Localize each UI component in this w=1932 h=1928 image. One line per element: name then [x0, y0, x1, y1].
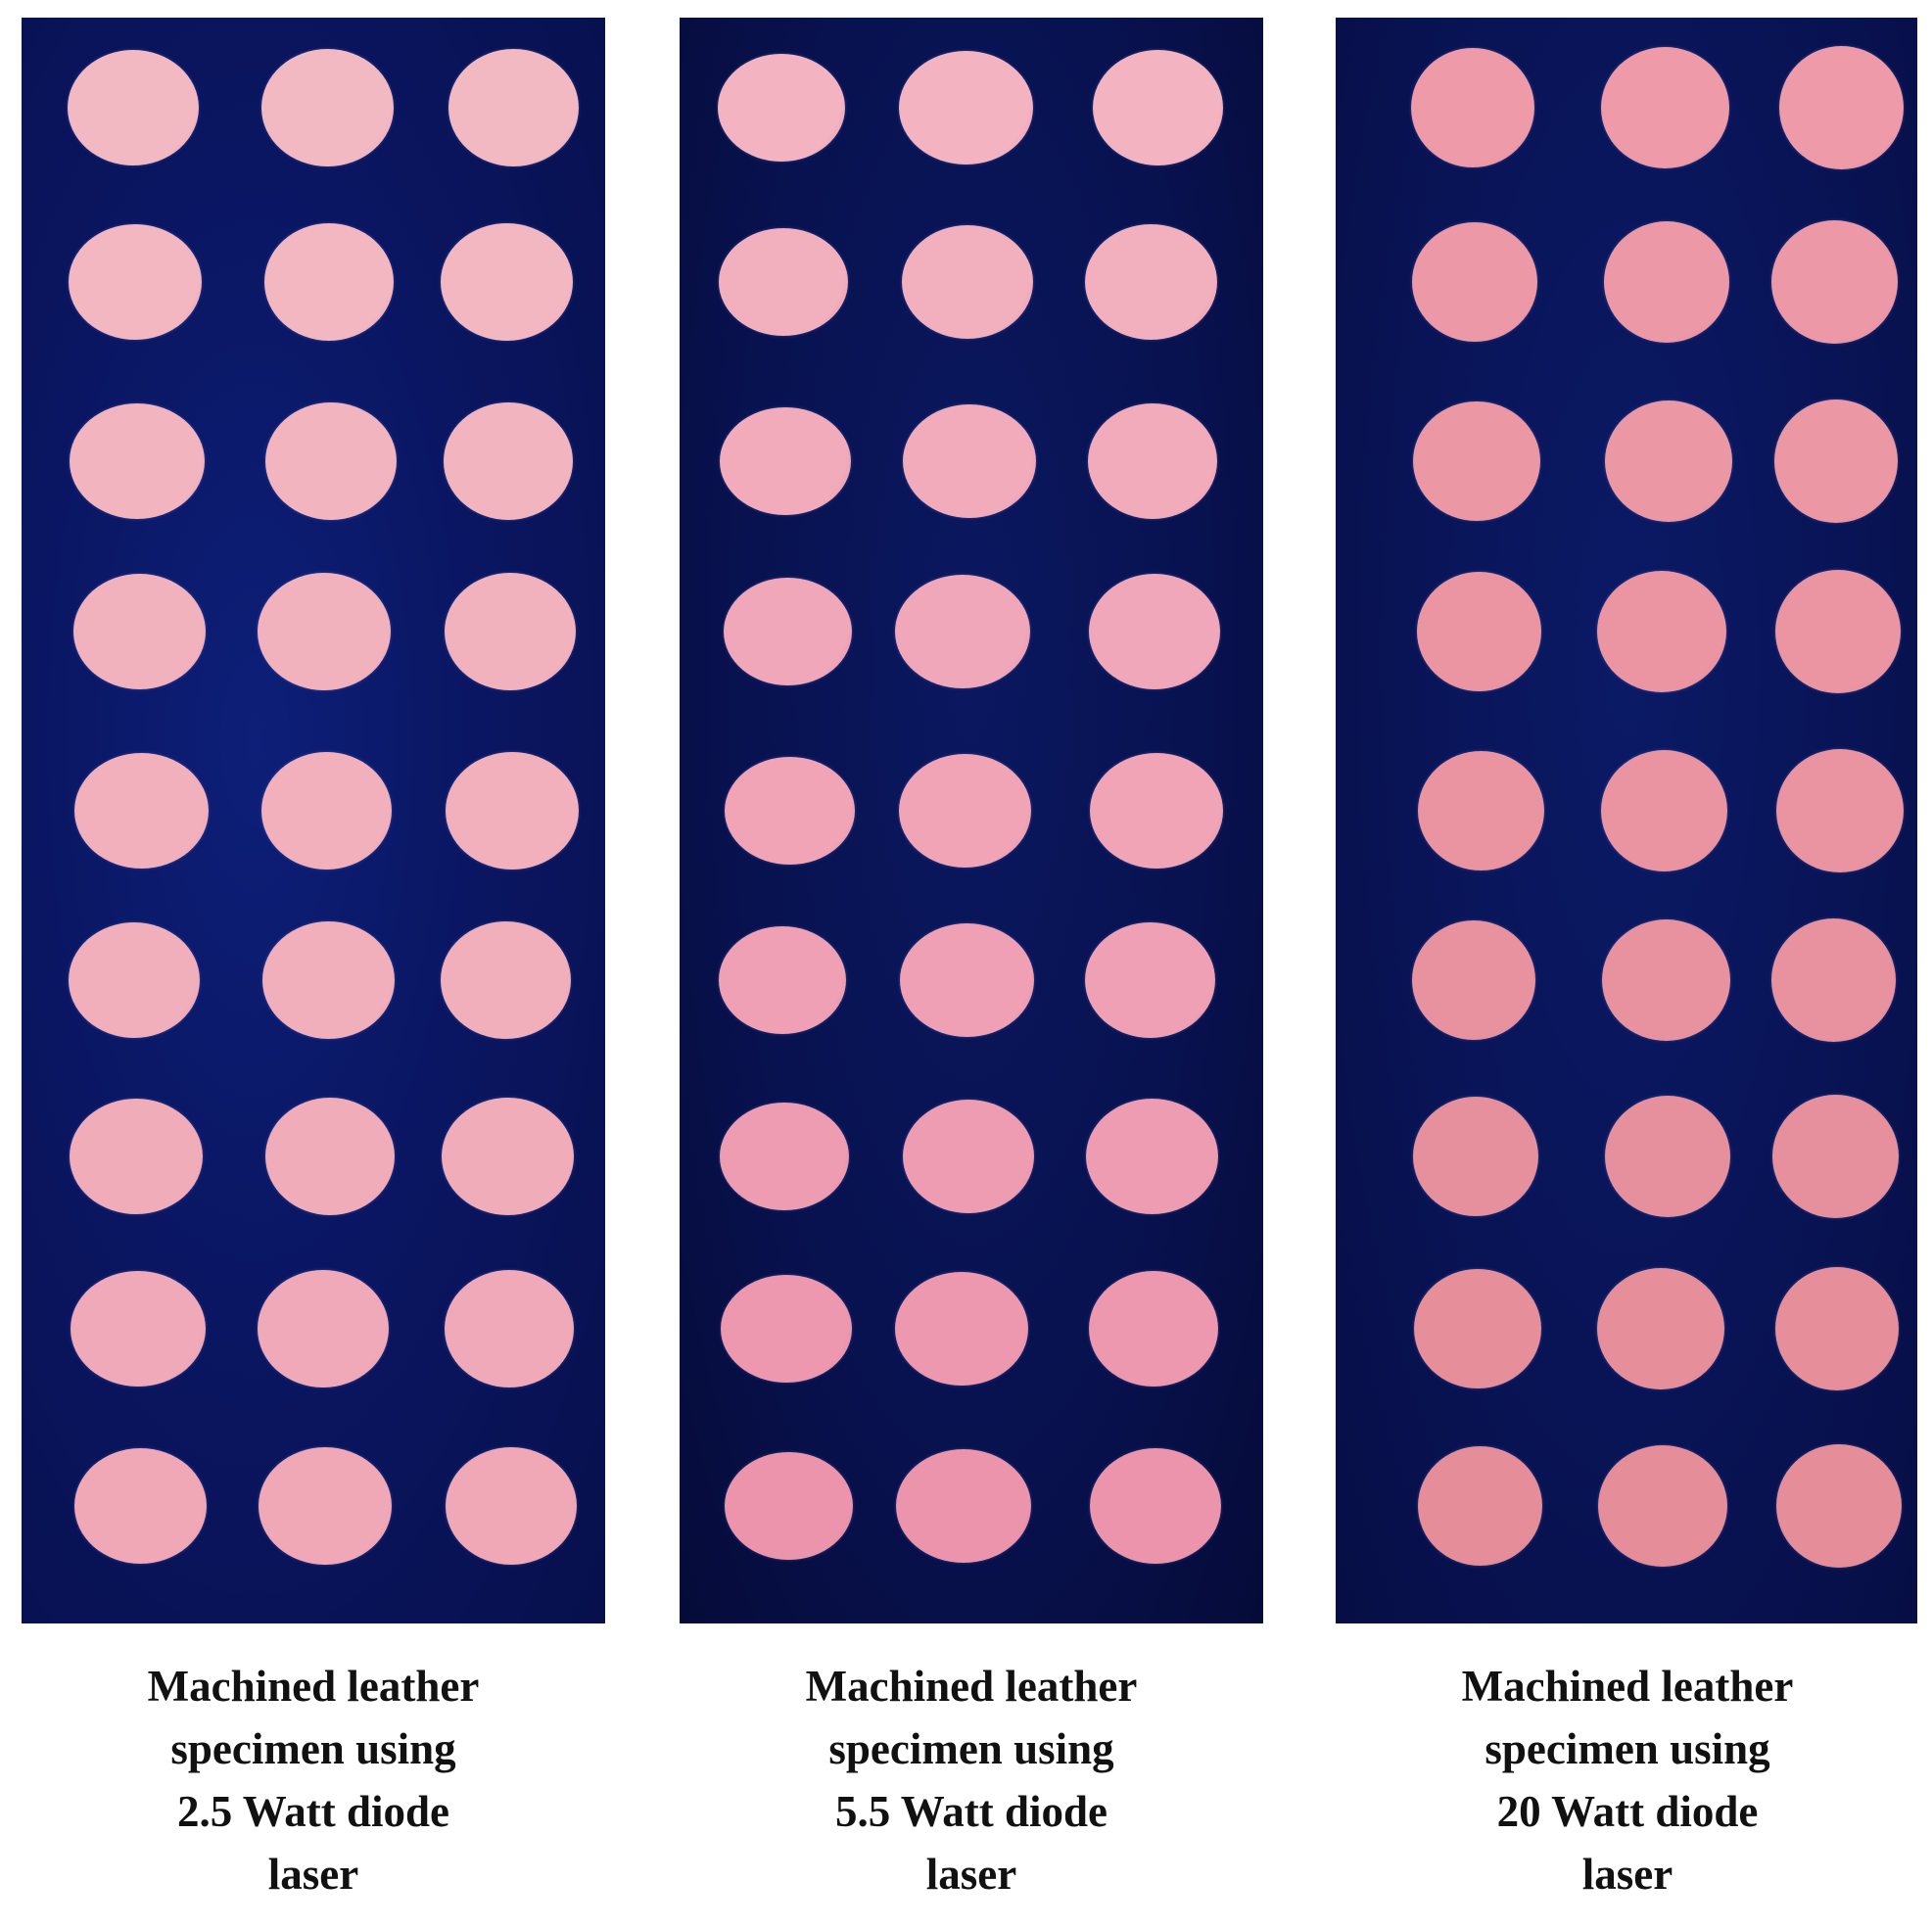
specimen-panel-2-5w — [22, 18, 605, 1623]
leather-specimen-disc — [1597, 1268, 1724, 1389]
leather-specimen-disc — [895, 575, 1030, 688]
leather-specimen-disc — [69, 922, 200, 1038]
leather-specimen-disc — [902, 225, 1033, 339]
leather-specimen-disc — [446, 752, 579, 870]
caption-line: specimen using — [1484, 1724, 1770, 1773]
leather-specimen-disc — [1775, 1267, 1899, 1390]
leather-specimen-disc — [1601, 919, 1730, 1041]
leather-specimen-disc — [903, 404, 1036, 518]
leather-specimen-disc — [723, 578, 852, 685]
leather-specimen-disc — [260, 49, 394, 166]
leather-specimen-disc — [721, 1275, 852, 1383]
leather-specimen-disc — [1084, 224, 1217, 340]
leather-specimen-disc — [1085, 1099, 1218, 1214]
leather-specimen-disc — [440, 223, 573, 341]
leather-specimen-disc — [1416, 572, 1541, 691]
leather-specimen-disc — [1090, 1448, 1221, 1564]
leather-specimen-disc — [445, 573, 576, 690]
caption-line: Machined leather — [147, 1662, 480, 1711]
leather-specimen-disc — [69, 224, 202, 340]
caption-line: laser — [925, 1850, 1017, 1899]
caption-line: specimen using — [170, 1724, 456, 1773]
leather-specimen-disc — [258, 573, 391, 690]
leather-specimen-disc — [258, 1270, 389, 1387]
leather-specimen-disc — [896, 1449, 1031, 1563]
leather-specimen-disc — [895, 1272, 1028, 1386]
leather-specimen-disc — [73, 1448, 207, 1564]
leather-specimen-disc — [1600, 47, 1729, 168]
leather-specimen-disc — [1774, 400, 1898, 523]
leather-specimen-disc — [260, 752, 392, 870]
leather-specimen-disc — [448, 49, 579, 166]
leather-specimen-disc — [903, 1100, 1034, 1213]
leather-specimen-disc — [898, 754, 1031, 868]
leather-specimen-disc — [70, 1099, 203, 1214]
leather-specimen-disc — [441, 1098, 574, 1215]
leather-specimen-disc — [1600, 750, 1727, 871]
leather-specimen-disc — [1598, 1445, 1727, 1567]
leather-specimen-disc — [898, 51, 1033, 165]
leather-specimen-disc — [70, 403, 205, 519]
leather-specimen-disc — [1411, 48, 1534, 167]
leather-specimen-disc — [1088, 403, 1217, 519]
leather-specimen-disc — [1412, 222, 1537, 342]
leather-specimen-disc — [1604, 221, 1729, 343]
leather-specimen-disc — [1092, 50, 1223, 165]
leather-specimen-disc — [440, 921, 571, 1039]
leather-specimen-disc — [720, 407, 851, 515]
leather-specimen-disc — [1417, 1446, 1542, 1566]
caption-line: laser — [1581, 1850, 1673, 1899]
leather-specimen-disc — [899, 923, 1034, 1037]
leather-specimen-disc — [1778, 46, 1904, 169]
caption-line: laser — [267, 1850, 359, 1899]
caption-line: Machined leather — [1461, 1662, 1794, 1711]
leather-specimen-disc — [1090, 753, 1223, 869]
leather-specimen-disc — [261, 921, 395, 1039]
leather-specimen-disc — [265, 402, 397, 520]
leather-specimen-disc — [1775, 570, 1901, 693]
leather-specimen-disc — [72, 574, 206, 689]
leather-specimen-disc — [719, 926, 846, 1034]
leather-specimen-disc — [1776, 749, 1904, 872]
leather-specimen-disc — [1414, 1269, 1541, 1388]
leather-specimen-disc — [1776, 1444, 1902, 1568]
leather-specimen-disc — [73, 753, 209, 869]
leather-specimen-disc — [724, 757, 855, 865]
caption-line: 20 Watt diode — [1496, 1787, 1759, 1836]
specimen-panel-20w — [1336, 18, 1917, 1623]
leather-specimen-disc — [264, 223, 394, 341]
leather-specimen-disc — [1770, 918, 1896, 1042]
leather-specimen-disc — [1605, 400, 1732, 522]
caption-20w: Machined leather specimen using 20 Watt … — [1334, 1655, 1921, 1905]
leather-specimen-disc — [68, 50, 199, 165]
caption-line: 5.5 Watt diode — [835, 1787, 1107, 1836]
leather-specimen-disc — [1089, 1271, 1218, 1387]
leather-specimen-disc — [1605, 1096, 1730, 1217]
specimen-panel-5-5w — [680, 18, 1263, 1623]
leather-specimen-disc — [724, 1452, 853, 1560]
caption-line: specimen using — [828, 1724, 1114, 1773]
caption-line: Machined leather — [805, 1662, 1138, 1711]
leather-specimen-disc — [71, 1271, 206, 1387]
leather-specimen-disc — [1413, 401, 1540, 521]
caption-2-5w: Machined leather specimen using 2.5 Watt… — [20, 1655, 607, 1905]
leather-specimen-disc — [1771, 1095, 1899, 1218]
leather-specimen-disc — [1089, 574, 1220, 689]
leather-specimen-disc — [445, 1270, 574, 1387]
leather-specimen-disc — [444, 402, 573, 520]
leather-specimen-disc — [1597, 571, 1726, 692]
leather-specimen-disc — [1770, 220, 1898, 344]
leather-specimen-disc — [1412, 920, 1535, 1040]
leather-specimen-disc — [259, 1447, 392, 1565]
caption-5-5w: Machined leather specimen using 5.5 Watt… — [678, 1655, 1265, 1905]
leather-specimen-disc — [1413, 1097, 1538, 1216]
leather-specimen-disc — [720, 1103, 849, 1210]
caption-line: 2.5 Watt diode — [177, 1787, 449, 1836]
leather-specimen-disc — [718, 54, 845, 162]
leather-specimen-disc — [446, 1447, 577, 1565]
leather-specimen-disc — [1084, 922, 1215, 1038]
leather-specimen-disc — [1417, 751, 1544, 870]
leather-specimen-disc — [265, 1098, 395, 1215]
leather-specimen-disc — [719, 228, 848, 336]
